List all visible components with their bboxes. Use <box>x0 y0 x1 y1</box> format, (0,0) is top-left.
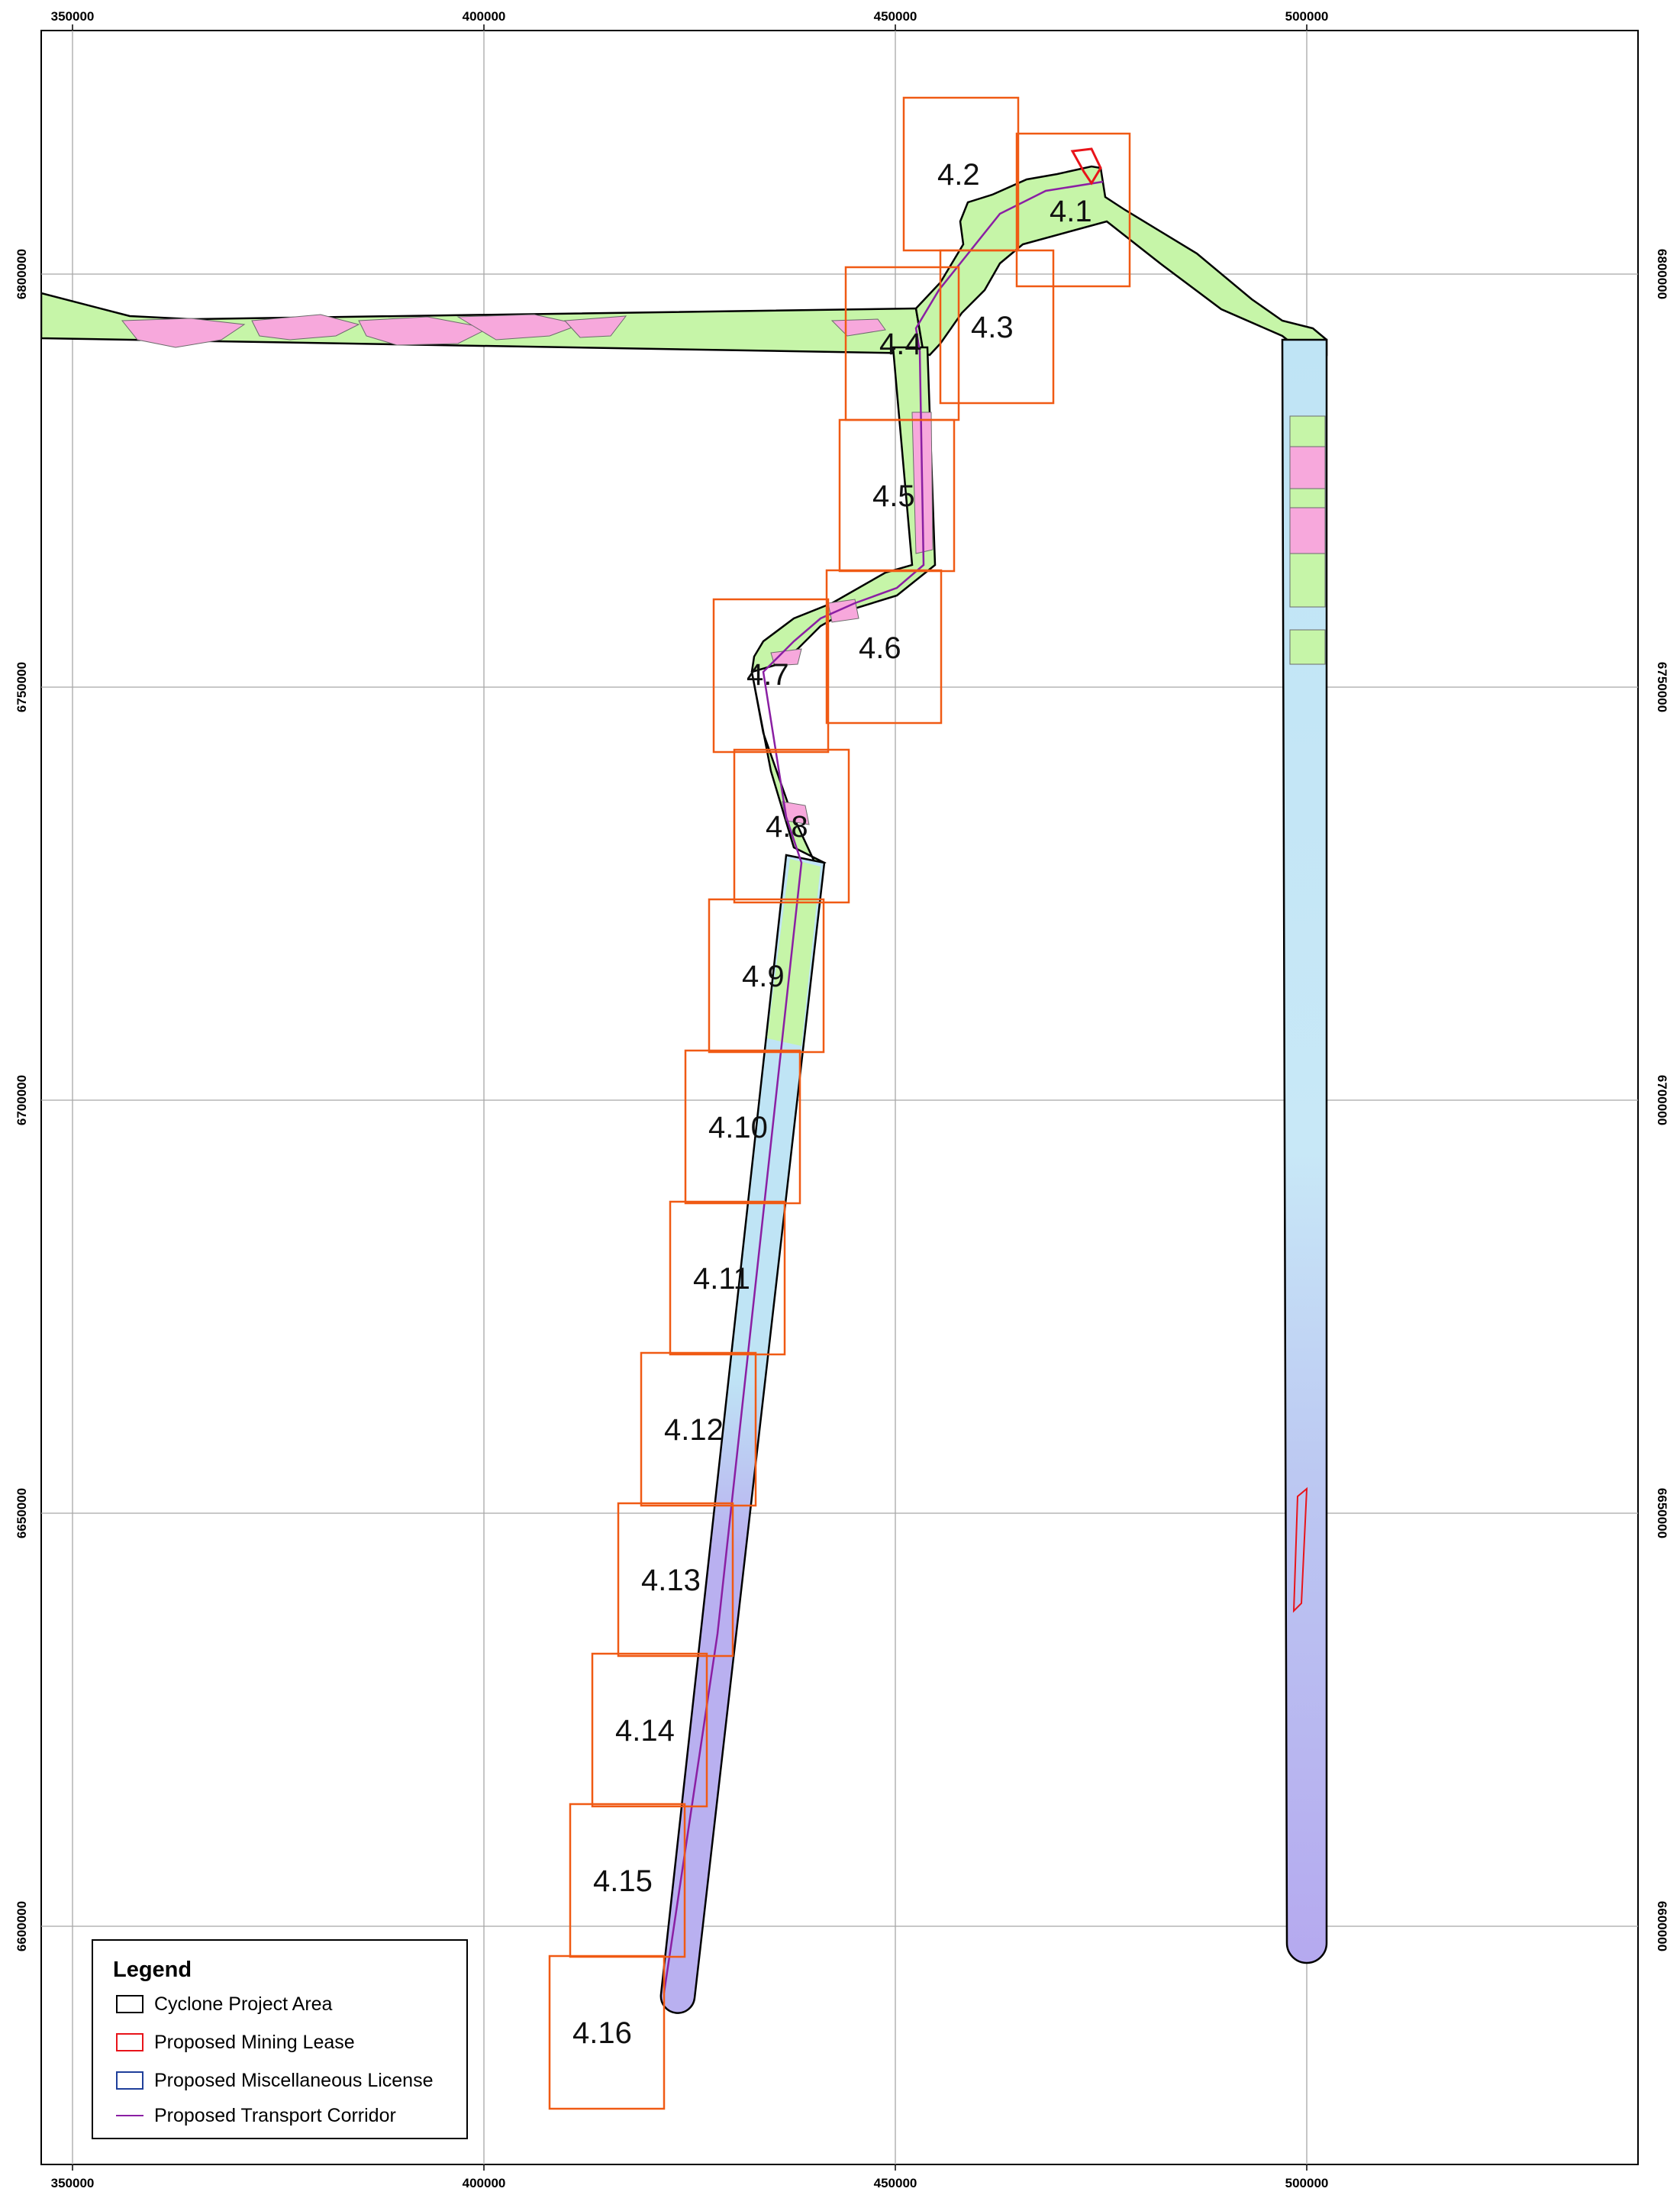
legend-item-transport-corridor: Proposed Transport Corridor <box>116 2104 396 2127</box>
mapsheet-box-4-12[interactable] <box>640 1351 757 1507</box>
mapsheet-box-4-16[interactable] <box>548 1955 666 2110</box>
mapsheet-label-4-4: 4.4 <box>879 328 922 361</box>
legend-item-misc-license: Proposed Miscellaneous License <box>116 2069 434 2092</box>
legend-title: Legend <box>113 1958 192 1982</box>
y-tick-right-6700000: 6700000 <box>1655 1075 1669 1125</box>
mapsheet-box-4-10[interactable] <box>684 1049 801 1205</box>
tick-marks <box>72 24 1308 2171</box>
mapsheet-box-4-9[interactable] <box>708 898 825 1054</box>
legend-label-transport-corridor: Proposed Transport Corridor <box>154 2104 396 2126</box>
project-area-swatch <box>116 1995 143 2013</box>
map-frame <box>40 30 1639 2165</box>
x-tick-bottom-500000: 500000 <box>1285 2176 1329 2190</box>
east-corridor-pink-zones <box>1289 446 1326 554</box>
x-tick-top-400000: 400000 <box>463 9 506 24</box>
mapsheet-label-4-13: 4.13 <box>641 1564 701 1597</box>
legend: Legend Cyclone Project Area Proposed Min… <box>92 1939 468 2139</box>
x-tick-top-500000: 500000 <box>1285 9 1329 24</box>
y-tick-left-6650000: 6650000 <box>15 1488 29 1538</box>
mining-lease-east <box>1292 1486 1308 1613</box>
mapsheet-label-4-10: 4.10 <box>708 1111 768 1144</box>
mapsheet-label-4-8: 4.8 <box>766 810 808 844</box>
x-tick-bottom-450000: 450000 <box>874 2176 917 2190</box>
mapsheet-label-4-2: 4.2 <box>937 158 980 192</box>
mapsheet-label-4-16: 4.16 <box>572 2016 632 2050</box>
x-axis-bottom: 350000 400000 450000 500000 <box>51 2176 1329 2190</box>
mapsheet-grid <box>548 96 1131 2110</box>
mapsheet-label-4-6: 4.6 <box>859 631 901 665</box>
x-tick-bottom-400000: 400000 <box>463 2176 506 2190</box>
east-corridor <box>1281 338 1328 1964</box>
mapsheet-box-4-13[interactable] <box>617 1502 734 1658</box>
mapsheet-label-4-15: 4.15 <box>593 1864 653 1898</box>
legend-label-misc-license: Proposed Miscellaneous License <box>154 2069 434 2091</box>
mapsheet-box-4-14[interactable] <box>591 1652 708 1808</box>
mining-lease-outline <box>1070 147 1102 186</box>
mapsheet-label-4-11: 4.11 <box>693 1262 750 1296</box>
y-tick-right-6750000: 6750000 <box>1655 662 1669 712</box>
grid-lines <box>41 31 1638 2164</box>
legend-label-project-area: Cyclone Project Area <box>154 1993 333 2015</box>
y-axis-right: 6800000 6750000 6700000 6650000 6600000 <box>1655 249 1669 1951</box>
mapsheet-box-4-6[interactable] <box>825 569 943 725</box>
transport-corridor-swatch <box>116 2115 143 2116</box>
mapsheet-label-4-1: 4.1 <box>1050 195 1092 228</box>
x-axis-top: 350000 400000 450000 500000 <box>51 9 1329 24</box>
y-tick-left-6600000: 6600000 <box>15 1901 29 1951</box>
y-tick-right-6800000: 6800000 <box>1655 249 1669 299</box>
x-tick-top-450000: 450000 <box>874 9 917 24</box>
mapsheet-labels: 4.1 4.2 4.3 4.4 4.5 4.6 4.7 4.8 4.9 4.10… <box>572 158 1092 2050</box>
y-tick-left-6750000: 6750000 <box>15 662 29 712</box>
y-tick-left-6800000: 6800000 <box>15 249 29 299</box>
mapsheet-label-4-12: 4.12 <box>664 1413 724 1447</box>
mapsheet-box-4-7[interactable] <box>712 598 830 754</box>
y-tick-right-6600000: 6600000 <box>1655 1901 1669 1951</box>
misc-license-swatch <box>116 2071 143 2090</box>
legend-label-mining-lease: Proposed Mining Lease <box>154 2031 355 2053</box>
x-tick-bottom-350000: 350000 <box>51 2176 95 2190</box>
x-tick-top-350000: 350000 <box>51 9 95 24</box>
y-axis-left: 6800000 6750000 6700000 6650000 6600000 <box>15 249 29 1951</box>
legend-item-project-area: Cyclone Project Area <box>116 1993 332 2016</box>
legend-item-mining-lease: Proposed Mining Lease <box>116 2031 355 2054</box>
south-corridor-green-zone <box>767 859 821 1046</box>
mapsheet-box-4-11[interactable] <box>669 1200 786 1356</box>
mapsheet-label-4-3: 4.3 <box>971 311 1014 344</box>
mapsheet-box-4-3[interactable] <box>939 249 1055 405</box>
y-tick-right-6650000: 6650000 <box>1655 1488 1669 1538</box>
mapsheet-box-4-8[interactable] <box>733 748 850 904</box>
transport-corridor-line <box>663 180 1104 1993</box>
mining-lease-swatch <box>116 2033 143 2051</box>
mapsheet-label-4-14: 4.14 <box>615 1714 675 1748</box>
south-corridor <box>659 854 826 2014</box>
y-tick-left-6700000: 6700000 <box>15 1075 29 1125</box>
mapsheet-label-4-7: 4.7 <box>746 658 789 692</box>
mapsheet-label-4-5: 4.5 <box>872 479 915 513</box>
mapsheet-box-4-1[interactable] <box>1015 132 1131 288</box>
mapsheet-label-4-9: 4.9 <box>742 960 785 993</box>
east-corridor-green-zones <box>1289 415 1326 665</box>
